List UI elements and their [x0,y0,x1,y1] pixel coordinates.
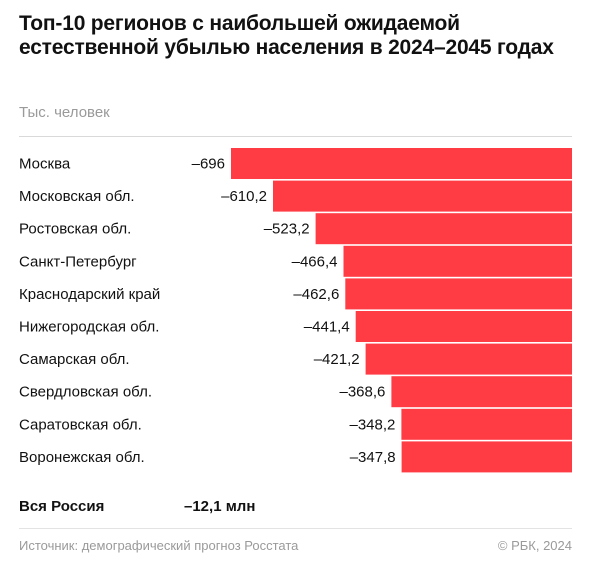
value-label: –462,6 [293,286,339,303]
category-label: Нижегородская обл. [19,319,159,336]
top-divider [19,136,572,137]
bar-7 [365,343,572,375]
bar-chart: Москва –696 Московская обл. –610,2 Ростовска… [19,148,572,473]
total-label: Вся Россия [19,498,105,515]
bar-1 [231,148,572,179]
chart-title: Топ-10 регионов с наибольшей ожидаемой е… [19,12,554,59]
value-label: –368,6 [340,384,386,401]
value-label: –696 [192,156,225,173]
value-label: –421,2 [314,351,360,368]
bar-5 [345,278,572,310]
value-label: –466,4 [292,253,338,270]
category-label: Ростовская обл. [19,221,131,238]
category-label: Свердловская обл. [19,384,152,401]
bar-4 [343,245,572,277]
bar-6 [355,311,572,342]
value-label: –523,2 [264,221,310,238]
category-label: Москва [19,156,71,173]
value-label: –441,4 [304,319,350,336]
category-label: Краснодарский край [19,286,160,303]
value-label: –348,2 [350,416,396,433]
category-label: Самарская обл. [19,351,130,368]
bar-3 [315,213,572,245]
copyright-note: © РБК, 2024 [497,538,572,553]
category-label: Московская обл. [19,188,135,205]
source-note: Источник: демографический прогноз Росста… [19,538,299,553]
category-label: Санкт-Петербург [19,253,137,270]
total-value: –12,1 млн [184,498,256,515]
bar-10 [401,441,572,473]
value-label: –347,8 [350,449,396,466]
bottom-divider [19,528,572,529]
unit-label: Тыс. человек [19,104,110,121]
value-label: –610,2 [221,188,267,205]
bar-2 [273,180,572,212]
bar-9 [401,408,572,440]
category-label: Воронежская обл. [19,449,145,466]
category-label: Саратовская обл. [19,416,142,433]
bar-8 [391,376,572,408]
